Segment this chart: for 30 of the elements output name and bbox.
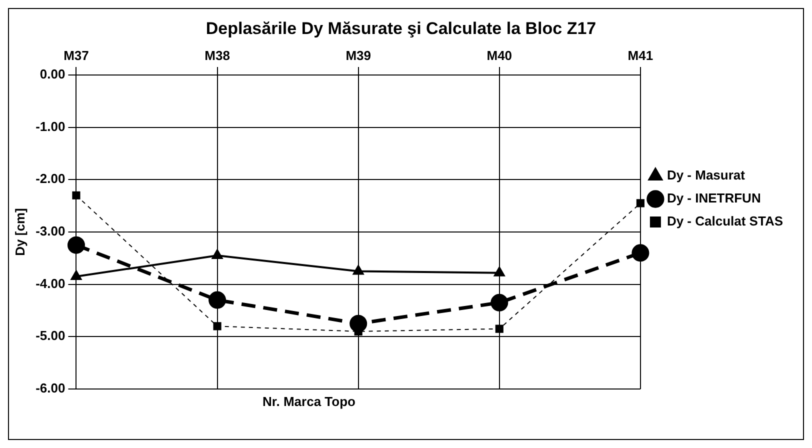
point bbox=[70, 270, 82, 280]
point bbox=[212, 250, 223, 260]
point bbox=[494, 266, 505, 276]
point bbox=[208, 291, 226, 309]
x-tick-label: M41 bbox=[628, 48, 654, 63]
point bbox=[632, 244, 650, 262]
point bbox=[636, 199, 644, 208]
legend-label: Dy - INETRFUN bbox=[666, 190, 761, 206]
x-tick-label: M38 bbox=[204, 48, 230, 63]
y-tick-label: 0.00 bbox=[40, 66, 66, 82]
y-tick-label: -1.00 bbox=[36, 118, 66, 134]
point bbox=[490, 294, 508, 312]
chart-title: Deplasările Dy Măsurate şi Calculate la Bloc Z17 bbox=[206, 18, 596, 38]
y-tick-label: -6.00 bbox=[36, 380, 66, 396]
y-tick-label: -2.00 bbox=[36, 171, 66, 186]
y-axis-title: Dy [cm] bbox=[12, 208, 28, 256]
legend-label: Dy - Calculat STAS bbox=[666, 214, 784, 229]
y-tick-label: -4.00 bbox=[36, 276, 66, 291]
point bbox=[67, 236, 85, 254]
x-tick-label: M40 bbox=[486, 48, 512, 63]
x-tick-label: M39 bbox=[346, 48, 371, 63]
point bbox=[353, 265, 364, 275]
y-tick-label: -5.00 bbox=[36, 328, 66, 344]
point bbox=[72, 191, 80, 200]
point bbox=[213, 322, 222, 330]
legend-label: Dy - Masurat bbox=[666, 168, 746, 183]
x-tick-label: M37 bbox=[64, 48, 89, 63]
y-tick-label: -3.00 bbox=[36, 224, 66, 239]
x-axis-title: Nr. Marca Topo bbox=[262, 394, 356, 409]
point bbox=[495, 324, 504, 333]
